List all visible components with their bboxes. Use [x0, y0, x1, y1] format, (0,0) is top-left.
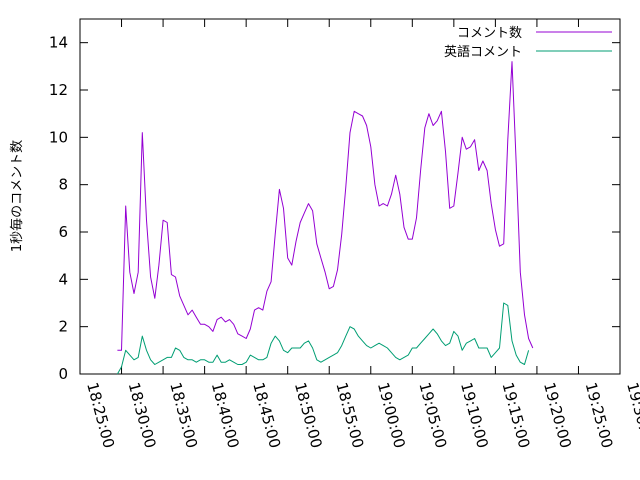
x-tick-label: 19:15:00	[499, 380, 534, 450]
y-tick-label: 14	[49, 34, 68, 52]
y-tick-label: 12	[49, 81, 68, 99]
y-axis: 0 2 4 6 8 10 12 14	[49, 34, 620, 383]
y-tick-label: 8	[58, 176, 68, 194]
y-tick-label: 0	[58, 365, 68, 383]
x-tick-label: 19:30:00	[623, 380, 640, 450]
x-tick-label: 18:55:00	[332, 380, 367, 450]
x-tick-label: 19:20:00	[540, 380, 575, 450]
x-tick-label: 19:25:00	[582, 380, 617, 450]
x-tick-label: 18:35:00	[166, 380, 201, 450]
x-tick-label: 18:50:00	[291, 380, 326, 450]
x-tick-label: 19:00:00	[374, 380, 409, 450]
series-layer	[116, 61, 534, 375]
x-axis: 18:25:00 18:30:00 18:35:00 18:40:00 18:45:00…	[79, 19, 640, 450]
x-tick-label: 19:10:00	[457, 380, 492, 450]
x-tick-label: 18:25:00	[83, 380, 118, 450]
legend-label-1: コメント数	[457, 26, 522, 41]
series-line-2	[116, 302, 530, 375]
x-tick-label: 19:05:00	[415, 380, 450, 450]
y-tick-label: 4	[58, 270, 68, 288]
x-tick-label: 18:45:00	[249, 380, 284, 450]
legend-label-2: 英語コメント	[444, 44, 522, 60]
series-line-1	[117, 61, 534, 351]
plot-frame	[79, 18, 621, 375]
y-tick-label: 2	[58, 318, 68, 336]
y-tick-label: 10	[49, 128, 68, 146]
x-tick-label: 18:40:00	[208, 380, 243, 450]
y-axis-label: 1秒毎のコメント数	[9, 140, 25, 252]
x-tick-label: 18:30:00	[125, 380, 160, 450]
y-tick-label: 6	[58, 223, 68, 241]
